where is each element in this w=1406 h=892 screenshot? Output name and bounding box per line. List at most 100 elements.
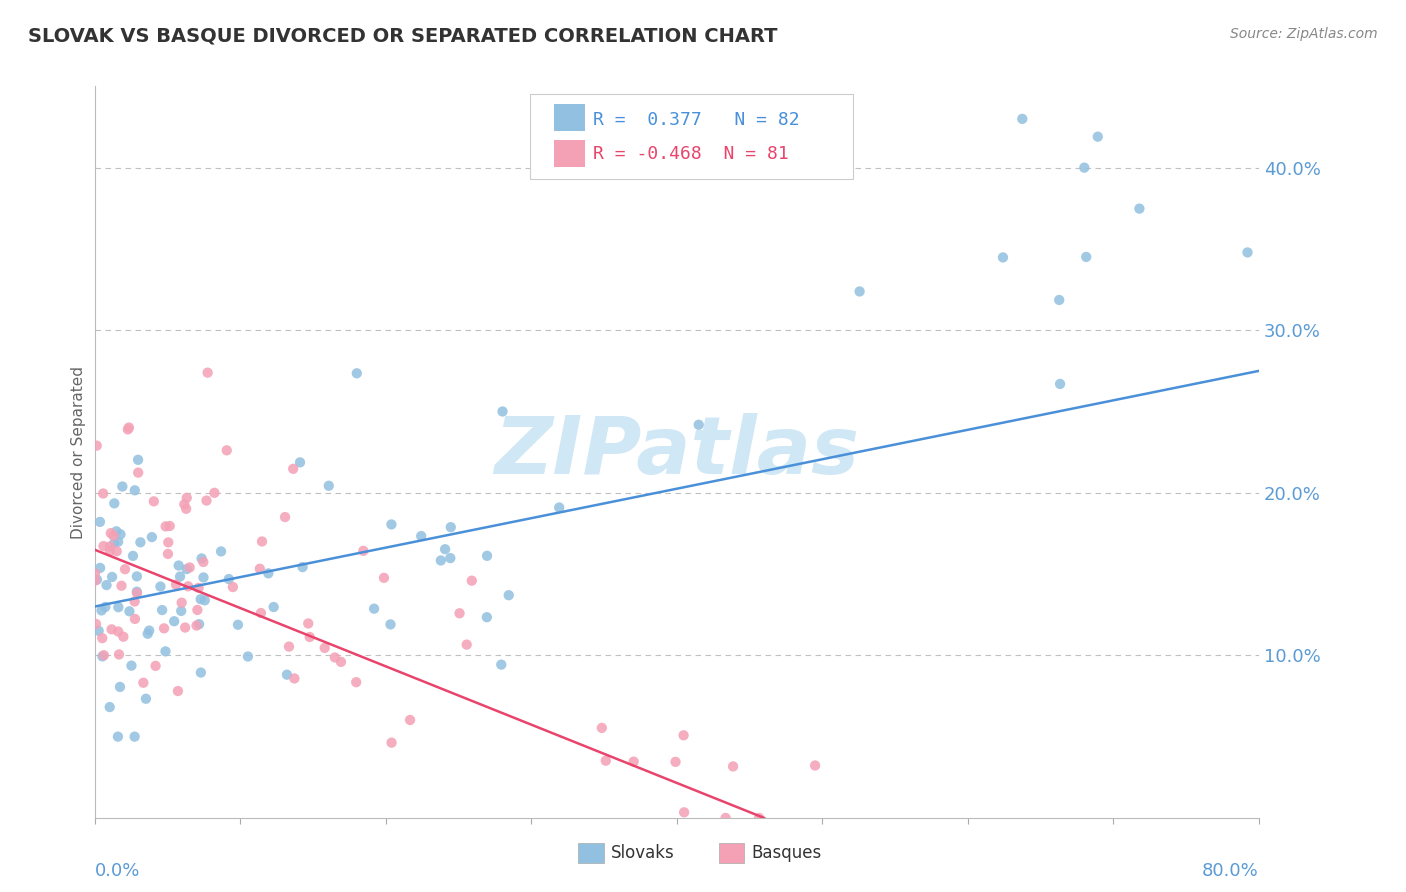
Point [257,566,280,581]
Point [194,593,217,607]
Point [127,466,149,480]
Point [149,580,172,594]
Point [664,755,686,769]
Point [141,530,163,544]
Point [1236,245,1258,260]
Point [103,536,125,550]
Point [250,606,273,620]
Point [124,730,146,744]
Point [449,607,471,621]
Point [136,626,159,640]
Point [991,251,1014,265]
Point [125,586,148,600]
Point [298,630,321,644]
Point [190,551,212,566]
Point [456,638,478,652]
Point [129,535,152,549]
Point [108,680,131,694]
Point [344,675,367,690]
Point [283,672,305,686]
Point [215,443,238,458]
Point [187,581,209,595]
Text: SLOVAK VS BASQUE DIVORCED OR SEPARATED CORRELATION CHART: SLOVAK VS BASQUE DIVORCED OR SEPARATED C… [28,27,778,45]
Point [118,420,141,434]
Point [173,497,195,511]
Point [155,519,177,533]
Point [190,665,212,680]
Point [329,655,352,669]
Point [195,493,218,508]
Point [156,547,179,561]
Point [672,728,695,742]
Point [714,811,737,825]
Point [110,527,132,541]
Text: Source: ZipAtlas.com: Source: ZipAtlas.com [1230,27,1378,41]
Point [314,640,336,655]
Point [226,617,249,632]
Point [1049,376,1071,391]
Point [236,649,259,664]
Point [105,544,128,558]
Point [107,730,129,744]
Text: R =  0.377   N = 82: R = 0.377 N = 82 [593,111,800,128]
Point [804,758,827,772]
Point [323,650,346,665]
Point [352,544,374,558]
Point [89,561,111,575]
Point [163,614,186,628]
Point [98,540,121,554]
Point [411,529,433,543]
Point [84,574,107,588]
Point [153,621,176,635]
Text: R = -0.468  N = 81: R = -0.468 N = 81 [593,145,789,162]
Point [748,811,770,825]
Point [249,562,271,576]
Point [193,555,215,569]
Point [107,624,129,639]
Point [170,604,193,618]
Point [1011,112,1033,126]
Point [399,713,422,727]
Point [297,616,319,631]
Point [176,562,198,576]
Point [174,621,197,635]
Point [114,562,136,576]
Point [498,588,520,602]
Text: ZIPatlas: ZIPatlas [495,413,859,491]
Point [274,510,297,524]
Point [1047,293,1070,307]
Point [176,491,198,505]
Point [132,675,155,690]
Point [122,549,145,563]
Point [86,439,108,453]
Point [440,520,463,534]
Point [721,759,744,773]
Point [186,603,208,617]
Point [276,667,298,681]
Point [288,455,311,469]
Y-axis label: Divorced or Separated: Divorced or Separated [72,366,86,539]
Point [623,755,645,769]
Point [170,596,193,610]
Point [491,657,513,672]
Point [98,544,121,558]
Point [157,535,180,549]
Point [98,700,121,714]
Point [1128,202,1150,216]
Point [112,630,135,644]
Point [595,754,617,768]
Point [103,529,125,543]
Point [159,519,181,533]
Point [548,500,571,515]
Point [291,560,314,574]
Point [145,658,167,673]
Point [363,601,385,615]
Point [1076,250,1098,264]
Text: 80.0%: 80.0% [1202,862,1258,880]
Point [174,501,197,516]
Point [263,600,285,615]
Point [124,612,146,626]
Point [94,599,117,614]
Point [1073,161,1095,175]
Point [100,623,122,637]
